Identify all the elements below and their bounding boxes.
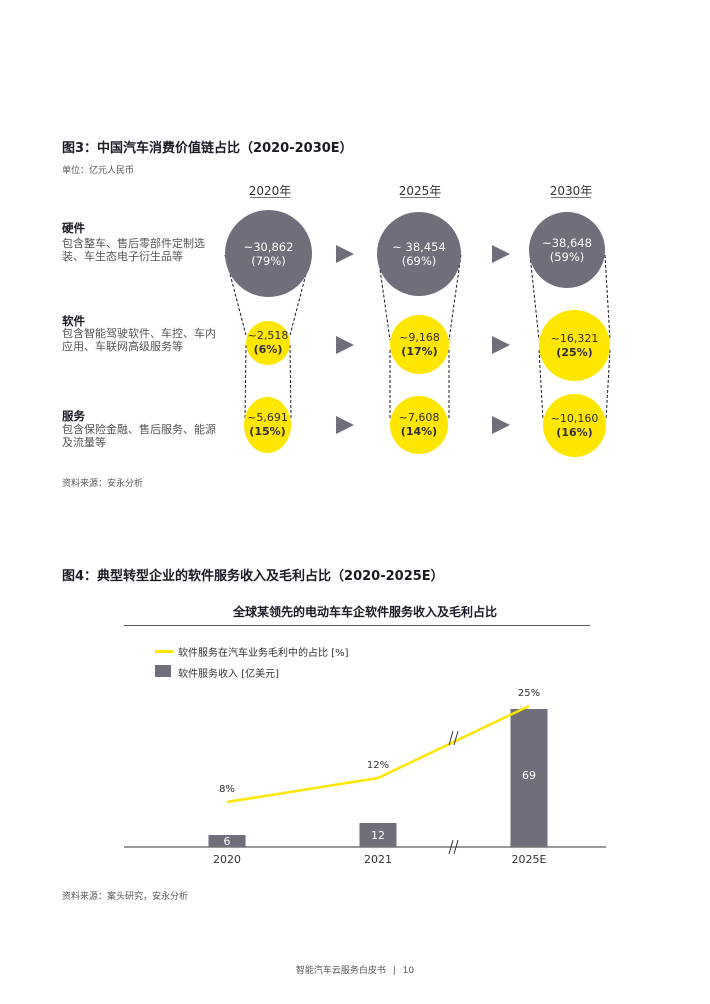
revenue-chart: 6 2020 12 2021 69 2025E 8% 12% 25% xyxy=(124,688,606,866)
bubble-value: ~16,321 xyxy=(550,331,599,345)
year-underline xyxy=(400,197,440,198)
year-underline xyxy=(551,197,591,198)
bubble-software-2020: ~2,518 (6%) xyxy=(246,321,290,365)
line-value-label: 25% xyxy=(518,688,540,699)
bubble-value: ~10,160 xyxy=(550,411,599,425)
arrow-right-icon xyxy=(336,336,354,354)
legend-bar-label: 软件服务收入 [亿美元] xyxy=(178,669,279,680)
bubble-percent: (14%) xyxy=(400,425,438,438)
fig3-title: 图3：中国汽车消费价值链占比（2020-2030E） xyxy=(62,141,353,156)
category-desc-service: 包含保险金融、售后服务、能源及流量等 xyxy=(62,423,216,449)
arrow-right-icon xyxy=(492,416,510,434)
bar xyxy=(208,835,246,847)
arrow-right-icon xyxy=(492,336,510,354)
bubble-hardware-2020: ~30,862 (79%) xyxy=(225,210,312,297)
footer-doc-title: 智能汽车云服务白皮书 xyxy=(295,966,386,976)
chart-title: 全球某领先的电动车车企软件服务收入及毛利占比 xyxy=(232,605,497,619)
chart-title-rule xyxy=(124,625,590,626)
fig3-source: 资料来源：安永分析 xyxy=(62,479,144,489)
fig3-year-2030: 2030年 xyxy=(549,184,593,198)
x-tick-label: 2021 xyxy=(364,853,392,866)
bubble-value: ~ 38,454 xyxy=(392,240,446,254)
axis-break-mark xyxy=(453,839,459,855)
arrow-right-icon xyxy=(336,416,354,434)
category-title-hardware: 硬件 xyxy=(62,221,85,235)
axis-break-mark xyxy=(448,730,454,746)
bubble-value: ~30,862 xyxy=(243,239,294,254)
bar-value-label: 69 xyxy=(522,769,536,782)
dashed-connectors xyxy=(224,254,611,421)
legend-bar-swatch xyxy=(155,665,171,677)
bubble-percent: (69%) xyxy=(401,254,437,268)
fig3-year-2025: 2025年 xyxy=(398,184,442,198)
axis-break-mark xyxy=(448,839,454,855)
fig4-source: 资料来源：案头研究，安永分析 xyxy=(62,892,189,902)
line-value-label: 12% xyxy=(367,760,389,771)
fig3-unit: 单位：亿元人民币 xyxy=(62,166,135,176)
bubble-hardware-2025: ~ 38,454 (69%) xyxy=(377,212,461,296)
bar xyxy=(510,709,548,847)
x-tick-label: 2020 xyxy=(213,853,241,866)
fig4-title: 图4：典型转型企业的软件服务收入及毛利占比（2020-2025E） xyxy=(62,569,444,584)
category-desc-hardware: 包含整车、售后零部件定制选装、车生态电子衍生品等 xyxy=(62,237,205,263)
bubble-service-2025: ~7,608 (14%) xyxy=(390,396,448,454)
page-footer: 智能汽车云服务白皮书 | 10 xyxy=(0,963,710,976)
bubble-percent: (17%) xyxy=(401,344,438,358)
bubble-percent: (15%) xyxy=(249,425,286,438)
bubble-percent: (79%) xyxy=(251,253,286,268)
arrow-right-icon xyxy=(336,245,354,263)
bubble-percent: (25%) xyxy=(556,345,593,359)
bubble-value: ~5,691 xyxy=(247,411,288,424)
bubble-value: ~9,168 xyxy=(399,330,440,344)
category-desc-software: 包含智能驾驶软件、车控、车内应用、车联网高级服务等 xyxy=(62,327,216,353)
x-tick-label: 2025E xyxy=(512,853,547,866)
bubble-percent: (16%) xyxy=(556,425,593,439)
bubble-percent: (59%) xyxy=(549,250,585,264)
bubble-value: ~2,518 xyxy=(247,329,289,342)
legend-line-swatch xyxy=(155,650,173,653)
bubble-percent: (6%) xyxy=(253,343,283,356)
bubble-service-2030: ~10,160 (16%) xyxy=(543,394,606,457)
fig3-year-2020: 2020年 xyxy=(248,184,292,198)
bubble-software-2030: ~16,321 (25%) xyxy=(539,310,610,381)
bubble-hardware-2030: ~38,648 (59%) xyxy=(529,212,605,288)
bubble-value: ~7,608 xyxy=(398,411,440,424)
bar-value-label: 12 xyxy=(371,829,385,842)
footer-page-number: 10 xyxy=(402,966,415,976)
category-title-service: 服务 xyxy=(62,409,85,423)
category-title-software: 软件 xyxy=(62,314,85,328)
bar-value-label: 6 xyxy=(224,835,231,848)
bubble-service-2020: ~5,691 (15%) xyxy=(244,397,291,453)
bubble-value: ~38,648 xyxy=(542,236,592,250)
line-value-label: 8% xyxy=(219,784,235,795)
legend-line-label: 软件服务在汽车业务毛利中的占比 [%] xyxy=(178,648,349,659)
bubble-software-2025: ~9,168 (17%) xyxy=(390,315,449,374)
year-underline xyxy=(250,197,290,198)
axis-break-mark xyxy=(453,730,459,746)
arrow-right-icon xyxy=(492,245,510,263)
bar xyxy=(359,823,397,847)
footer-separator: | xyxy=(392,966,396,976)
margin-share-line xyxy=(226,704,530,804)
